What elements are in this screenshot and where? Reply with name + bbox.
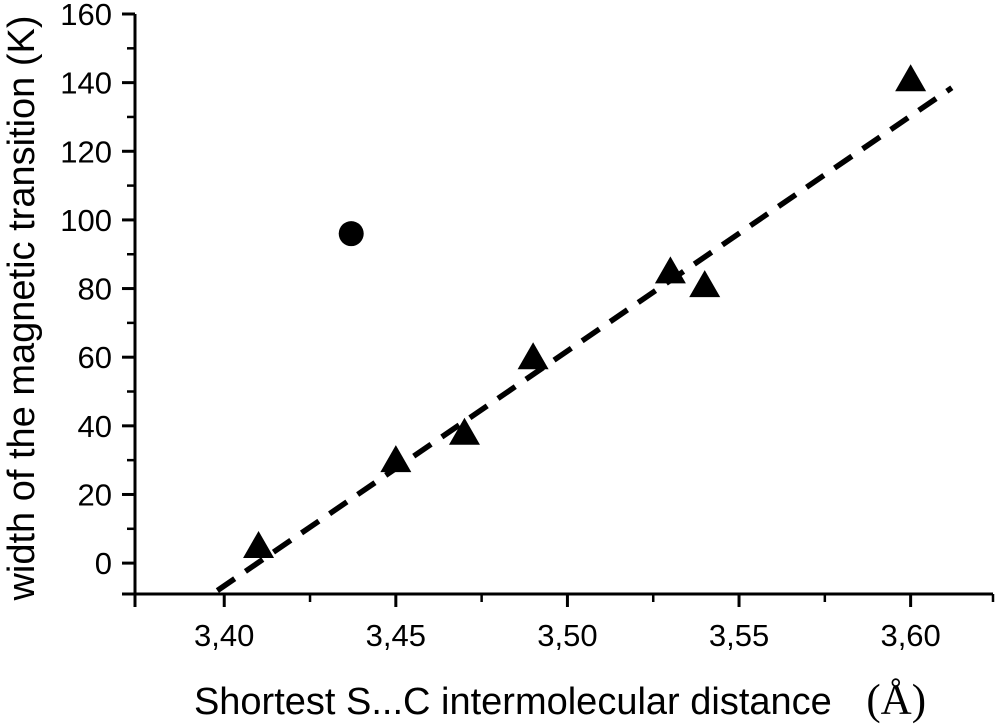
y-axis-title: width of the magnetic transition (K): [1, 15, 43, 601]
data-point-triangle: [689, 270, 721, 298]
y-tick-label: 20: [78, 477, 112, 512]
data-point-triangle: [380, 445, 412, 473]
x-tick-label: 3,55: [709, 618, 769, 653]
x-tick-label: 3,40: [194, 618, 254, 653]
data-point-circle: [338, 221, 364, 247]
data-point-triangle: [895, 64, 927, 92]
y-tick-label: 80: [78, 272, 112, 307]
x-tick-label: 3,45: [366, 618, 426, 653]
y-tick-label: 40: [78, 409, 112, 444]
data-point-triangle: [654, 256, 686, 284]
x-axis-title-unit: (Å): [866, 677, 926, 724]
trend-line: [215, 85, 954, 593]
data-point-triangle: [448, 417, 480, 445]
y-tick-label: 160: [60, 0, 112, 32]
x-axis-title: Shortest S...C intermolecular distance (…: [194, 677, 926, 724]
y-tick-label: 0: [95, 546, 112, 581]
y-tick-label: 120: [60, 134, 112, 169]
x-tick-label: 3,50: [537, 618, 597, 653]
x-axis-title-text: Shortest S...C intermolecular distance: [194, 681, 832, 723]
data-point-triangle: [517, 342, 549, 370]
y-tick-label: 100: [60, 203, 112, 238]
y-tick-label: 60: [78, 340, 112, 375]
data-point-triangle: [243, 530, 275, 558]
y-tick-label: 140: [60, 66, 112, 101]
x-tick-label: 3,60: [880, 618, 940, 653]
